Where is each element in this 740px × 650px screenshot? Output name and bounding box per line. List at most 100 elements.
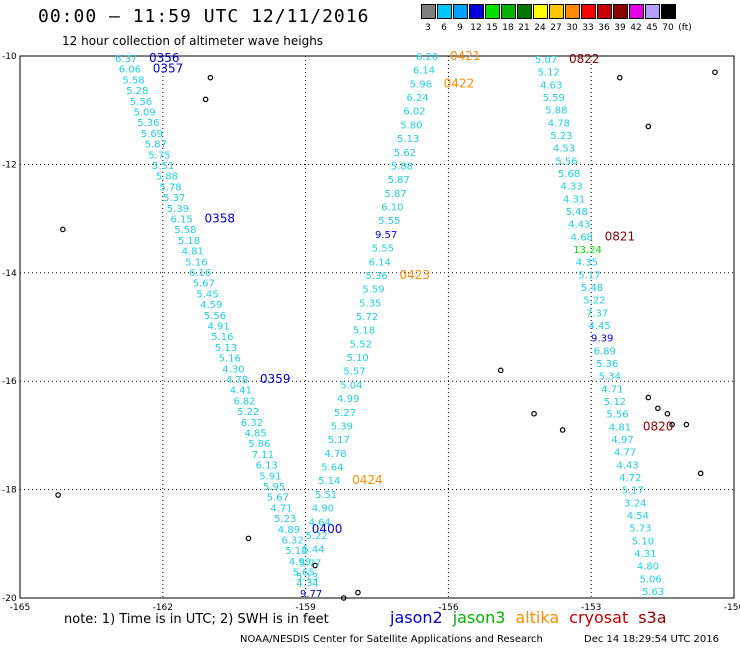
island-outline (55, 492, 61, 498)
y-tick-label: -16 (2, 377, 17, 387)
wave-height-label: 5.37 (163, 193, 185, 204)
wave-height-label: 5.23 (274, 514, 296, 525)
legend-swatch (437, 4, 452, 19)
island-outline (245, 535, 252, 542)
wave-height-label: 5.18 (178, 236, 200, 247)
satellite-key-altika: altika (515, 608, 560, 627)
wave-height-label: 5.17 (622, 486, 644, 497)
satellite-key-jason3: jason3 (452, 608, 506, 627)
wave-height-label: 5.65 (293, 568, 315, 579)
legend-swatch (629, 4, 644, 19)
wave-height-label: 4.45 (589, 321, 611, 332)
wave-height-label: 5.88 (545, 106, 567, 117)
wave-height-label: 5.07 (535, 55, 557, 66)
wave-height-label: 5.09 (134, 108, 156, 119)
legend-swatch (645, 4, 660, 19)
wave-height-label: 5.69 (141, 129, 163, 140)
time-label: 0423 (399, 268, 430, 282)
island-outline (60, 226, 66, 233)
wave-height-label: 5.78 (159, 182, 181, 193)
legend-unit: (ft) (678, 23, 692, 33)
x-tick-label: -159 (295, 603, 316, 613)
time-label: 0822 (569, 52, 600, 66)
generation-timestamp: Dec 14 18:29:54 UTC 2016 (584, 634, 719, 645)
wave-height-label: 3.24 (624, 498, 646, 509)
wave-height-label: 5.28 (126, 86, 148, 97)
wave-height-label: 5.22 (237, 407, 259, 418)
wave-height-label: 4.71 (270, 503, 292, 514)
wave-height-label: 5.95 (263, 482, 285, 493)
wave-height-label: 5.59 (362, 285, 384, 296)
wave-height-label: 5.58 (122, 75, 144, 86)
footer-note: note: 1) Time is in UTC; 2) SWH is in fe… (64, 612, 329, 627)
wave-height-label: 4.33 (560, 182, 582, 193)
wave-height-label: 5.87 (145, 140, 167, 151)
time-label: 0359 (260, 372, 291, 386)
wave-height-label: 5.17 (328, 435, 350, 446)
y-tick-label: -20 (2, 594, 17, 604)
time-label: 0357 (153, 62, 184, 76)
wave-height-label: 5.44 (302, 545, 324, 556)
wave-height-label: 5.16 (219, 354, 241, 365)
time-label: 0424 (352, 473, 383, 487)
wave-height-label: 5.75 (148, 150, 170, 161)
legend-swatch (501, 4, 516, 19)
legend-swatch (581, 4, 596, 19)
wave-height-label: 5.13 (296, 572, 318, 583)
wave-height-label: 4.64 (309, 517, 331, 528)
legend-label: 15 (486, 23, 498, 33)
wave-height-label: 5.35 (359, 298, 381, 309)
wave-height-label: 13.24 (573, 245, 602, 256)
wave-height-label: 5.87 (388, 175, 410, 186)
wave-height-label: 9.39 (591, 334, 613, 345)
time-label: 0400 (312, 522, 343, 536)
wave-height-label: 4.78 (226, 375, 248, 386)
wave-height-label: 7.37 (586, 308, 608, 319)
island-outline (340, 595, 347, 601)
island-outline (655, 405, 661, 412)
wave-height-label: 5.91 (259, 471, 281, 482)
wave-height-label: 5.13 (397, 134, 419, 145)
wave-height-label: 6.06 (119, 65, 141, 76)
wave-height-label: 6.32 (241, 418, 263, 429)
legend-label: 70 (662, 23, 674, 33)
wave-height-label: 5.51 (152, 161, 174, 172)
wave-height-label: 5.96 (410, 79, 432, 90)
wave-height-label: 4.99 (289, 557, 311, 568)
wave-height-label: 6.89 (594, 346, 616, 357)
legend-label: 9 (457, 23, 463, 33)
satellite-legend: jason2 jason3 altika cryosat s3a (390, 608, 677, 627)
legend-label: 45 (646, 23, 658, 33)
satellite-key-cryosat: cryosat (569, 608, 629, 627)
wave-height-label: 5.62 (394, 148, 416, 159)
time-label: 0421 (450, 49, 481, 63)
wave-height-label: 5.16 (211, 332, 233, 343)
wave-height-label: 5.16 (185, 257, 207, 268)
wave-height-label: 6.14 (369, 257, 391, 268)
wave-height-label: 4.41 (230, 386, 252, 397)
wave-height-label: 6.10 (381, 203, 403, 214)
map-subtitle: 12 hour collection of altimeter wave hei… (62, 34, 324, 48)
wave-height-label: 5.18 (353, 326, 375, 337)
wave-height-label: 5.17 (578, 270, 600, 281)
wave-height-label: 5.04 (340, 380, 362, 391)
legend-swatch (469, 4, 484, 19)
wave-height-label: 5.55 (378, 216, 400, 227)
wave-height-label: 5.14 (318, 476, 340, 487)
wave-height-label: 4.35 (576, 258, 598, 269)
wave-height-label: 6.37 (115, 54, 137, 65)
wave-height-label: 4.97 (611, 435, 633, 446)
island-outline (669, 421, 675, 428)
island-outline (497, 367, 504, 374)
wave-height-label: 5.36 (365, 271, 387, 282)
wave-height-label: 4.31 (634, 549, 656, 560)
satellite-key-s3a: s3a (638, 608, 667, 627)
wave-height-label: 5.63 (642, 587, 664, 598)
wave-height-label: 6.24 (407, 93, 429, 104)
wave-height-label: 5.57 (343, 367, 365, 378)
wave-height-label: 5.87 (384, 189, 406, 200)
wave-height-label: 4.78 (548, 118, 570, 129)
wave-height-label: 4.99 (337, 394, 359, 405)
island-outline (645, 394, 652, 401)
legend-label: 6 (441, 23, 447, 33)
